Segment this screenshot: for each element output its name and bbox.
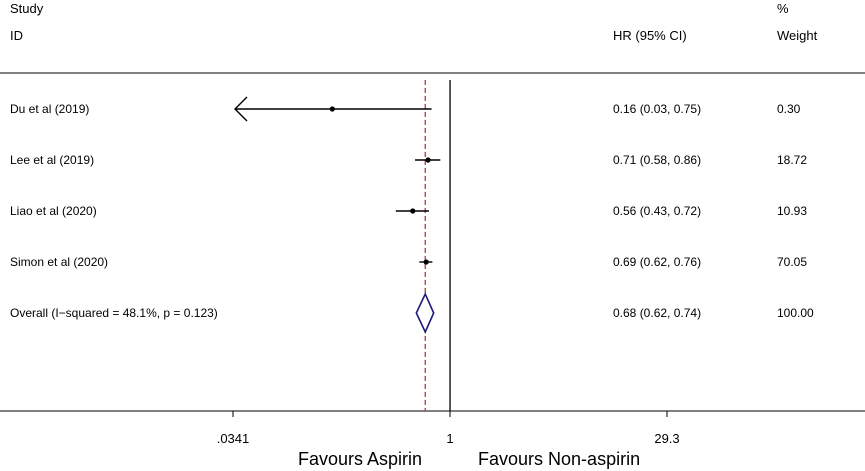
study-label-lee-et-al-2019: Lee et al (2019) — [10, 153, 94, 167]
header-study: Study — [10, 1, 44, 16]
overall-weight: 100.00 — [777, 306, 814, 320]
overall-label: Overall (I−squared = 48.1%, p = 0.123) — [10, 306, 218, 320]
study-label-simon-et-al-2020: Simon et al (2020) — [10, 255, 108, 269]
ci-arrow-du-et-al-2019 — [234, 96, 248, 122]
study-weight-du-et-al-2019: 0.30 — [777, 102, 801, 116]
tick-label-right: 29.3 — [654, 431, 679, 446]
study-weight-simon-et-al-2020: 70.05 — [777, 255, 807, 269]
header-weight-pct: % — [777, 1, 789, 16]
study-label-liao-et-al-2020: Liao et al (2020) — [10, 204, 97, 218]
header-id: ID — [10, 28, 23, 43]
study-ci-liao-et-al-2020: 0.56 (0.43, 0.72) — [613, 204, 701, 218]
study-weight-liao-et-al-2020: 10.93 — [777, 204, 807, 218]
header-weight: Weight — [777, 28, 818, 43]
study-weight-lee-et-al-2019: 18.72 — [777, 153, 807, 167]
overall-ci: 0.68 (0.62, 0.74) — [613, 306, 701, 320]
overall-diamond — [415, 292, 435, 334]
study-ci-simon-et-al-2020: 0.69 (0.62, 0.76) — [613, 255, 701, 269]
favours-right-label: Favours Non-aspirin — [478, 449, 640, 469]
tick-label-null: 1 — [446, 431, 453, 446]
point-estimate-du-et-al-2019 — [329, 106, 335, 112]
favours-left-label: Favours Aspirin — [298, 449, 422, 469]
point-estimate-lee-et-al-2019 — [425, 157, 431, 163]
point-estimate-simon-et-al-2020 — [423, 259, 429, 265]
study-ci-lee-et-al-2019: 0.71 (0.58, 0.86) — [613, 153, 701, 167]
tick-label-left: .0341 — [217, 431, 250, 446]
point-estimate-liao-et-al-2020 — [410, 208, 416, 214]
study-label-du-et-al-2019: Du et al (2019) — [10, 102, 89, 116]
study-ci-du-et-al-2019: 0.16 (0.03, 0.75) — [613, 102, 701, 116]
header-effect: HR (95% CI) — [613, 28, 687, 43]
